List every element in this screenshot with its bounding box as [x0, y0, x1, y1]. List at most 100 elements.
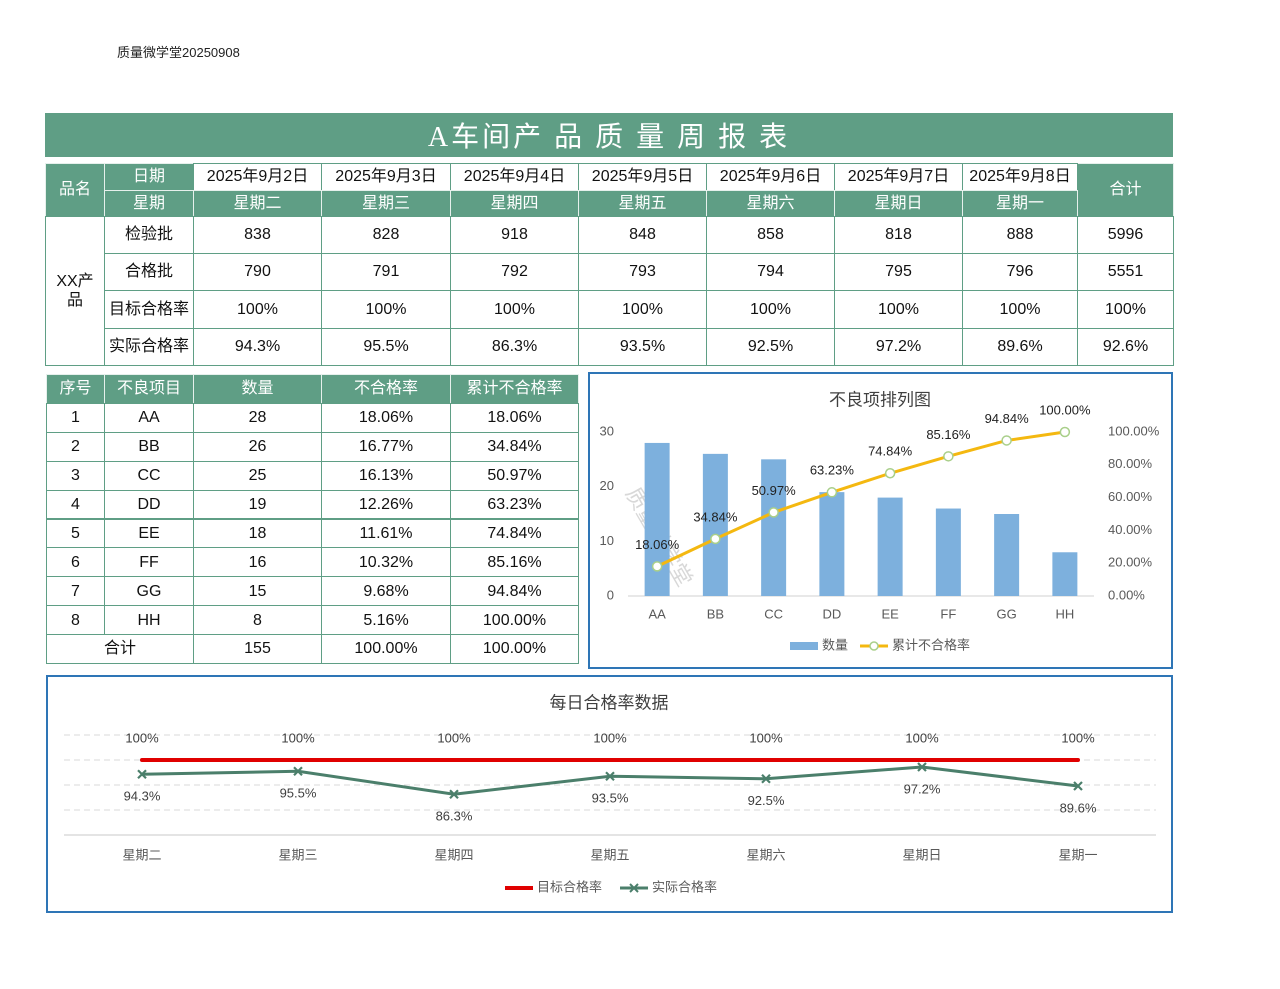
x-tick-label: DD: [822, 606, 841, 621]
table-cell: 5: [46, 518, 105, 549]
bar: [877, 497, 903, 596]
table-cell: 795: [834, 253, 963, 291]
data-label: 95.5%: [280, 786, 317, 801]
table-cell: 4: [46, 489, 105, 520]
table-cell: 16.77%: [321, 431, 451, 462]
report-title: A车间产 品 质 量 周 报 表: [45, 113, 1173, 157]
table-cell: 100%: [1077, 290, 1174, 329]
table-cell: 63.23%: [450, 489, 579, 520]
legend-label: 累计不合格率: [892, 637, 970, 652]
table-cell: 2025年9月5日: [578, 163, 707, 191]
data-label: 100%: [749, 730, 783, 745]
table-cell: 155: [193, 634, 322, 664]
marker: [449, 789, 459, 800]
table-cell: 5551: [1077, 253, 1174, 291]
table-cell: 74.84%: [450, 518, 579, 549]
table-cell: 5996: [1077, 216, 1174, 254]
table-cell: 星期一: [962, 190, 1078, 217]
table-cell: 数量: [193, 374, 322, 404]
data-label: 93.5%: [592, 791, 629, 806]
table-cell: 848: [578, 216, 707, 254]
legend-label: 数量: [822, 637, 848, 652]
table-cell: 8: [46, 605, 105, 636]
table-cell: 11.61%: [321, 518, 451, 549]
table-cell: AA: [104, 402, 194, 433]
legend-label: 目标合格率: [537, 879, 602, 894]
table-cell: 18.06%: [450, 402, 579, 433]
data-label: 34.84%: [693, 509, 738, 524]
line-frame: [46, 675, 1173, 913]
table-cell: 94.3%: [193, 328, 322, 366]
marker: [710, 533, 721, 545]
header-note: 质量微学堂20250908: [117, 45, 240, 60]
table-cell: 828: [321, 216, 451, 254]
table-cell: 18.06%: [321, 402, 451, 433]
x-tick-label: EE: [881, 606, 899, 621]
x-tick-label: 星期日: [902, 847, 941, 862]
table-cell: 9.68%: [321, 576, 451, 607]
table-cell: 8: [193, 605, 322, 636]
table-cell: 3: [46, 460, 105, 491]
table-cell: 2025年9月7日: [834, 163, 963, 191]
x-tick-label: AA: [648, 606, 666, 621]
bar: [1052, 552, 1078, 596]
table-cell: XX产品: [45, 216, 105, 366]
chart-title: 每日合格率数据: [550, 693, 669, 712]
table-cell: 89.6%: [962, 328, 1078, 366]
legend-label: 实际合格率: [652, 879, 717, 894]
bar: [935, 508, 961, 596]
x-tick-label: CC: [764, 606, 783, 621]
table-cell: 100%: [450, 290, 579, 329]
table-cell: 100%: [706, 290, 835, 329]
table-cell: 2025年9月6日: [706, 163, 835, 191]
data-label: 63.23%: [810, 463, 855, 478]
data-label: 100%: [905, 730, 939, 745]
table-cell: 10.32%: [321, 547, 451, 578]
marker: [137, 769, 147, 780]
table-cell: 1: [46, 402, 105, 433]
x-tick-label: 星期五: [590, 847, 629, 862]
data-label: 97.2%: [904, 781, 941, 796]
marker: [651, 561, 663, 572]
table-cell: 792: [450, 253, 579, 291]
data-label: 18.06%: [635, 537, 680, 552]
table-cell: 100.00%: [450, 634, 579, 664]
table-cell: 12.26%: [321, 489, 451, 520]
table-cell: 2025年9月8日: [962, 163, 1078, 191]
table-cell: 15: [193, 576, 322, 607]
y2-tick-label: 100.00%: [1108, 423, 1160, 438]
table-cell: 星期五: [578, 190, 707, 217]
table-cell: 合计: [1077, 163, 1174, 217]
table-cell: 888: [962, 216, 1078, 254]
data-label: 94.3%: [124, 789, 161, 804]
x-tick-label: 星期二: [122, 847, 161, 862]
table-cell: 796: [962, 253, 1078, 291]
legend-marker: [869, 641, 879, 651]
table-cell: 93.5%: [578, 328, 707, 366]
table-cell: 2025年9月4日: [450, 163, 579, 191]
table-cell: 100%: [578, 290, 707, 329]
bar: [761, 459, 787, 596]
data-label: 92.5%: [748, 793, 785, 808]
table-cell: GG: [104, 576, 194, 607]
table-cell: 7: [46, 576, 105, 607]
table-cell: 序号: [46, 374, 105, 404]
marker: [293, 766, 303, 777]
bar: [994, 514, 1020, 596]
table-cell: 目标合格率: [104, 290, 194, 329]
data-label: 50.97%: [752, 483, 797, 498]
table-cell: 100.00%: [450, 605, 579, 636]
table-cell: 50.97%: [450, 460, 579, 491]
table-cell: HH: [104, 605, 194, 636]
marker: [943, 451, 954, 462]
marker: [1001, 435, 1012, 446]
table-cell: 100%: [962, 290, 1078, 329]
bar: [644, 442, 670, 596]
table-cell: 19: [193, 489, 322, 520]
data-label: 100%: [281, 730, 315, 745]
y2-tick-label: 0.00%: [1108, 587, 1145, 602]
table-cell: CC: [104, 460, 194, 491]
table-cell: 100%: [193, 290, 322, 329]
y2-tick-label: 40.00%: [1108, 522, 1153, 537]
